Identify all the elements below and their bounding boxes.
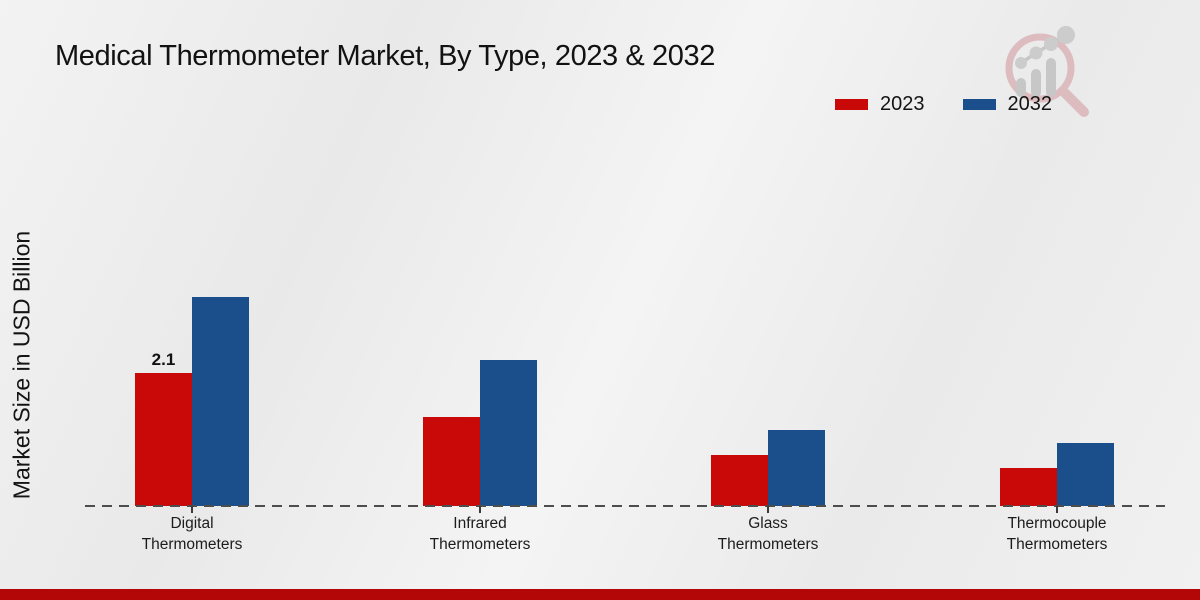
axis-tick bbox=[1056, 506, 1058, 513]
category-label-line: Thermometers bbox=[429, 535, 531, 553]
footer-red-band bbox=[0, 589, 1200, 600]
category-label-line: Infrared bbox=[453, 515, 507, 532]
category-label-line: Digital bbox=[170, 515, 214, 532]
legend: 2023 2032 bbox=[835, 93, 1052, 116]
legend-label: 2032 bbox=[1007, 93, 1053, 115]
category-label-line: Thermometers bbox=[1006, 535, 1108, 553]
category-label-line: Thermocouple bbox=[1007, 515, 1107, 532]
axis-tick bbox=[191, 506, 193, 513]
axis-tick bbox=[767, 506, 769, 513]
magnifier-growth-chart-logo bbox=[1005, 26, 1089, 117]
category-label-infrared-thermometers: Infrared Thermometers bbox=[370, 514, 590, 556]
category-label-thermocouple-thermometers: Thermocouple Thermometers bbox=[947, 514, 1167, 556]
category-label-line: Thermometers bbox=[141, 535, 243, 553]
bar-2032-infrared-thermometers bbox=[480, 360, 537, 506]
bar-2023-thermocouple-thermometers bbox=[1000, 468, 1057, 506]
chart-title: Medical Thermometer Market, By Type, 202… bbox=[55, 40, 715, 72]
bar-2032-digital-thermometers bbox=[192, 297, 249, 506]
category-label-line: Thermometers bbox=[717, 535, 819, 553]
bar-2023-glass-thermometers bbox=[711, 455, 768, 506]
category-label-glass-thermometers: Glass Thermometers bbox=[658, 514, 878, 556]
legend-label: 2023 bbox=[880, 93, 925, 115]
bar-2023-infrared-thermometers bbox=[423, 417, 480, 506]
bar-2032-thermocouple-thermometers bbox=[1057, 442, 1114, 506]
axis-tick bbox=[479, 506, 481, 513]
category-label-digital-thermometers: Digital Thermometers bbox=[82, 514, 302, 556]
legend-item-2032: 2032 bbox=[962, 93, 1053, 116]
bar-value-label: 2.1 bbox=[151, 350, 176, 370]
bar-2032-glass-thermometers bbox=[768, 430, 825, 506]
legend-swatch-icon bbox=[835, 99, 868, 110]
category-label-line: Glass bbox=[748, 515, 788, 532]
x-axis-baseline bbox=[85, 505, 1165, 507]
legend-item-2023: 2023 bbox=[835, 93, 925, 116]
legend-swatch-icon bbox=[962, 99, 996, 110]
bar-2023-digital-thermometers bbox=[135, 373, 192, 506]
